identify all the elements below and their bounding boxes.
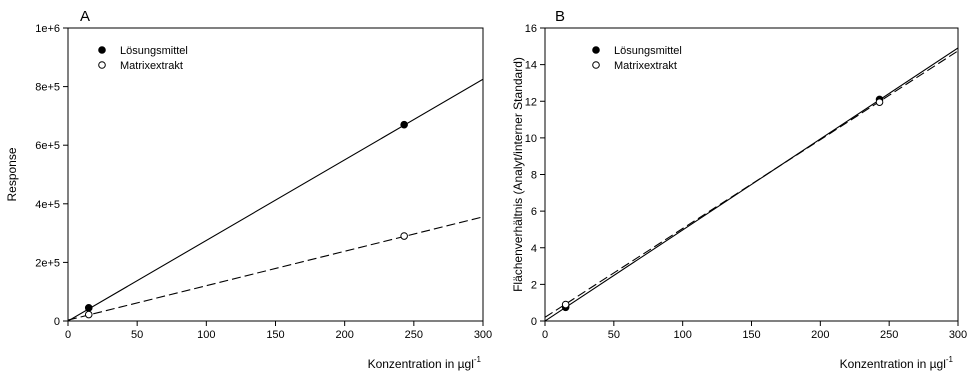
x-axis-title-superscript: -1 bbox=[474, 355, 482, 364]
x-tick-label: 50 bbox=[608, 329, 620, 341]
y-tick-label: 4 bbox=[531, 243, 537, 255]
x-axis-title-text: Konzentration in µgl bbox=[368, 357, 474, 371]
y-tick-label: 14 bbox=[525, 60, 537, 72]
x-tick-label: 200 bbox=[335, 329, 353, 341]
data-point-loesungsmittel bbox=[84, 304, 93, 312]
fit-line-loesungsmittel bbox=[68, 78, 483, 321]
panel-a: 0 50 100 150 200 250 300 0 2e+5 4e+5 6e+5 8e+5 1e+6 A… bbox=[5, 8, 492, 371]
x-tick-label: 300 bbox=[474, 329, 492, 341]
panel-letter: A bbox=[80, 8, 90, 25]
data-point-matrixextrakt bbox=[561, 300, 570, 309]
y-tick-label: 12 bbox=[525, 96, 537, 108]
y-tick-label: 16 bbox=[525, 23, 537, 35]
y-axis-title: Flächenverhältnis (Analyt/interner Stand… bbox=[511, 57, 525, 292]
y-tick-label: 0 bbox=[54, 316, 60, 328]
y-tick-label: 10 bbox=[525, 133, 537, 145]
x-axis-title: Konzentration in µgl-1 bbox=[368, 355, 482, 371]
x-tick-label: 300 bbox=[949, 329, 967, 341]
y-tick-label: 2e+5 bbox=[35, 257, 60, 269]
y-tick-label: 6 bbox=[531, 206, 537, 218]
x-axis-title-text: Konzentration in µgl bbox=[840, 357, 946, 371]
x-tick-label: 100 bbox=[673, 329, 691, 341]
x-tick-label: 150 bbox=[742, 329, 760, 341]
legend-marker-matrixextrakt bbox=[98, 61, 106, 69]
legend-marker-loesungsmittel bbox=[98, 46, 106, 54]
y-tick-label: 2 bbox=[531, 279, 537, 291]
legend-label-loesungsmittel: Lösungsmittel bbox=[614, 45, 682, 57]
y-tick-label: 8 bbox=[531, 170, 537, 182]
x-axis-title: Konzentration in µgl-1 bbox=[840, 355, 954, 371]
panel-b: 0 50 100 150 200 250 300 0 2 4 6 8 10 12 14 16 B Flächenv… bbox=[511, 8, 967, 371]
x-tick-label: 250 bbox=[880, 329, 898, 341]
y-tick-label: 1e+6 bbox=[35, 23, 60, 35]
x-tick-label: 0 bbox=[542, 329, 548, 341]
x-tick-label: 250 bbox=[405, 329, 423, 341]
fit-line-matrixextrakt bbox=[68, 216, 483, 321]
legend-marker-loesungsmittel bbox=[592, 46, 600, 54]
fit-line-loesungsmittel bbox=[545, 47, 958, 321]
fit-line-matrixextrakt bbox=[545, 50, 958, 318]
data-point-matrixextrakt bbox=[875, 98, 884, 106]
panel-letter: B bbox=[555, 8, 565, 25]
x-tick-label: 100 bbox=[197, 329, 215, 341]
legend-label-matrixextrakt: Matrixextrakt bbox=[120, 60, 183, 72]
x-axis-title-superscript: -1 bbox=[946, 355, 954, 364]
y-tick-label: 8e+5 bbox=[35, 82, 60, 94]
y-axis-title: Response bbox=[5, 147, 19, 201]
legend-label-matrixextrakt: Matrixextrakt bbox=[614, 60, 677, 72]
legend-marker-matrixextrakt bbox=[592, 61, 600, 69]
x-tick-label: 50 bbox=[131, 329, 143, 341]
x-tick-label: 0 bbox=[65, 329, 71, 341]
x-tick-label: 150 bbox=[266, 329, 284, 341]
data-point-matrixextrakt bbox=[84, 310, 93, 319]
x-tick-label: 200 bbox=[811, 329, 829, 341]
legend-label-loesungsmittel: Lösungsmittel bbox=[120, 45, 188, 57]
y-tick-label: 6e+5 bbox=[35, 140, 60, 152]
y-tick-label: 0 bbox=[531, 316, 537, 328]
data-point-matrixextrakt bbox=[400, 232, 408, 240]
y-tick-label: 4e+5 bbox=[35, 199, 60, 211]
data-point-loesungsmittel bbox=[400, 120, 408, 129]
